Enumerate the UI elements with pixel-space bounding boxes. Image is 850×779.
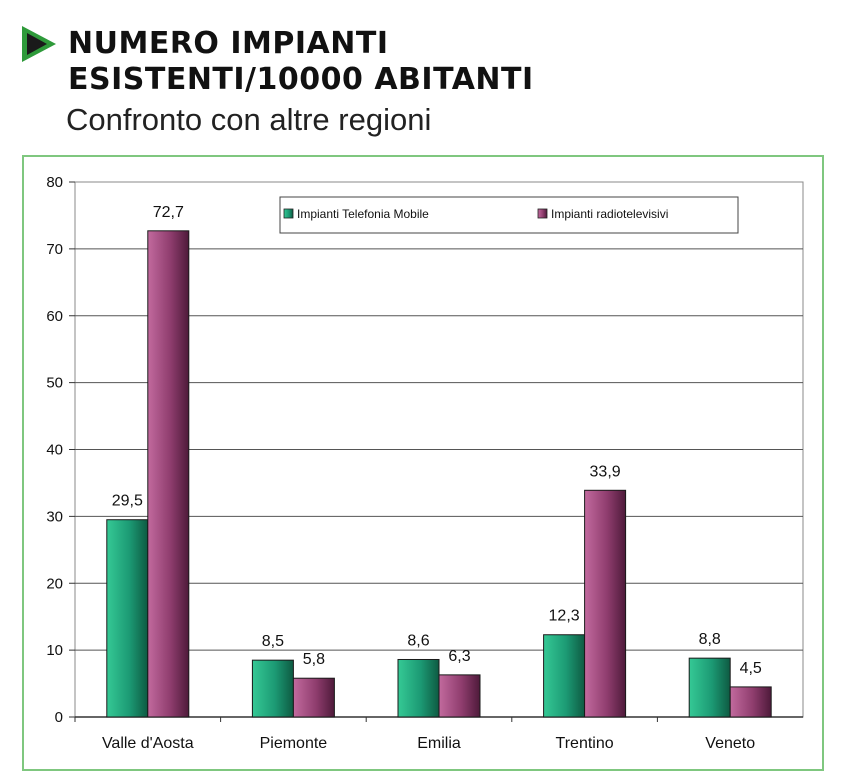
- chart-title-line-2: ESISTENTI/10000 ABITANTI: [68, 62, 534, 97]
- x-tick-label: Emilia: [417, 735, 461, 752]
- data-label: 29,5: [112, 493, 143, 510]
- chart-subtitle: Confronto con altre regioni: [66, 102, 432, 137]
- y-tick-label: 30: [46, 508, 63, 525]
- bar: [543, 634, 586, 718]
- data-label: 72,7: [153, 204, 184, 221]
- bar: [106, 519, 149, 718]
- data-label: 33,9: [590, 463, 621, 480]
- y-tick-label: 10: [46, 642, 63, 659]
- y-tick-label: 50: [46, 375, 63, 392]
- x-tick-label: Piemonte: [260, 735, 328, 752]
- legend-entry: Impianti radiotelevisivi: [551, 207, 668, 221]
- data-label: 5,8: [303, 651, 325, 668]
- y-tick-label: 0: [55, 709, 63, 726]
- legend-swatch: [283, 208, 294, 219]
- bar: [584, 489, 627, 718]
- x-tick-label: Valle d'Aosta: [102, 735, 194, 752]
- bar: [147, 230, 190, 718]
- data-label: 8,8: [699, 631, 721, 648]
- x-tick-label: Trentino: [556, 735, 614, 752]
- chart-title-line-1: NUMERO IMPIANTI: [68, 26, 389, 61]
- play-triangle-icon: [22, 26, 56, 62]
- chart-frame: [22, 155, 824, 771]
- bar: [438, 674, 481, 718]
- x-tick-label: Veneto: [705, 735, 755, 752]
- y-tick-label: 20: [46, 575, 63, 592]
- data-label: 8,5: [262, 633, 284, 650]
- legend-swatch: [537, 208, 548, 219]
- y-tick-label: 60: [46, 308, 63, 325]
- data-label: 12,3: [549, 608, 580, 625]
- y-tick-label: 70: [46, 241, 63, 258]
- bar: [688, 657, 731, 718]
- bar: [397, 658, 440, 718]
- legend-entry: Impianti Telefonia Mobile: [297, 207, 429, 221]
- bar: [729, 686, 772, 718]
- data-label: 8,6: [407, 632, 429, 649]
- bar: [251, 659, 294, 718]
- data-label: 6,3: [448, 648, 470, 665]
- legend-box: [279, 196, 739, 234]
- y-tick-label: 80: [46, 174, 63, 191]
- y-tick-label: 40: [46, 442, 63, 459]
- bar: [292, 677, 335, 718]
- data-label: 4,5: [740, 660, 762, 677]
